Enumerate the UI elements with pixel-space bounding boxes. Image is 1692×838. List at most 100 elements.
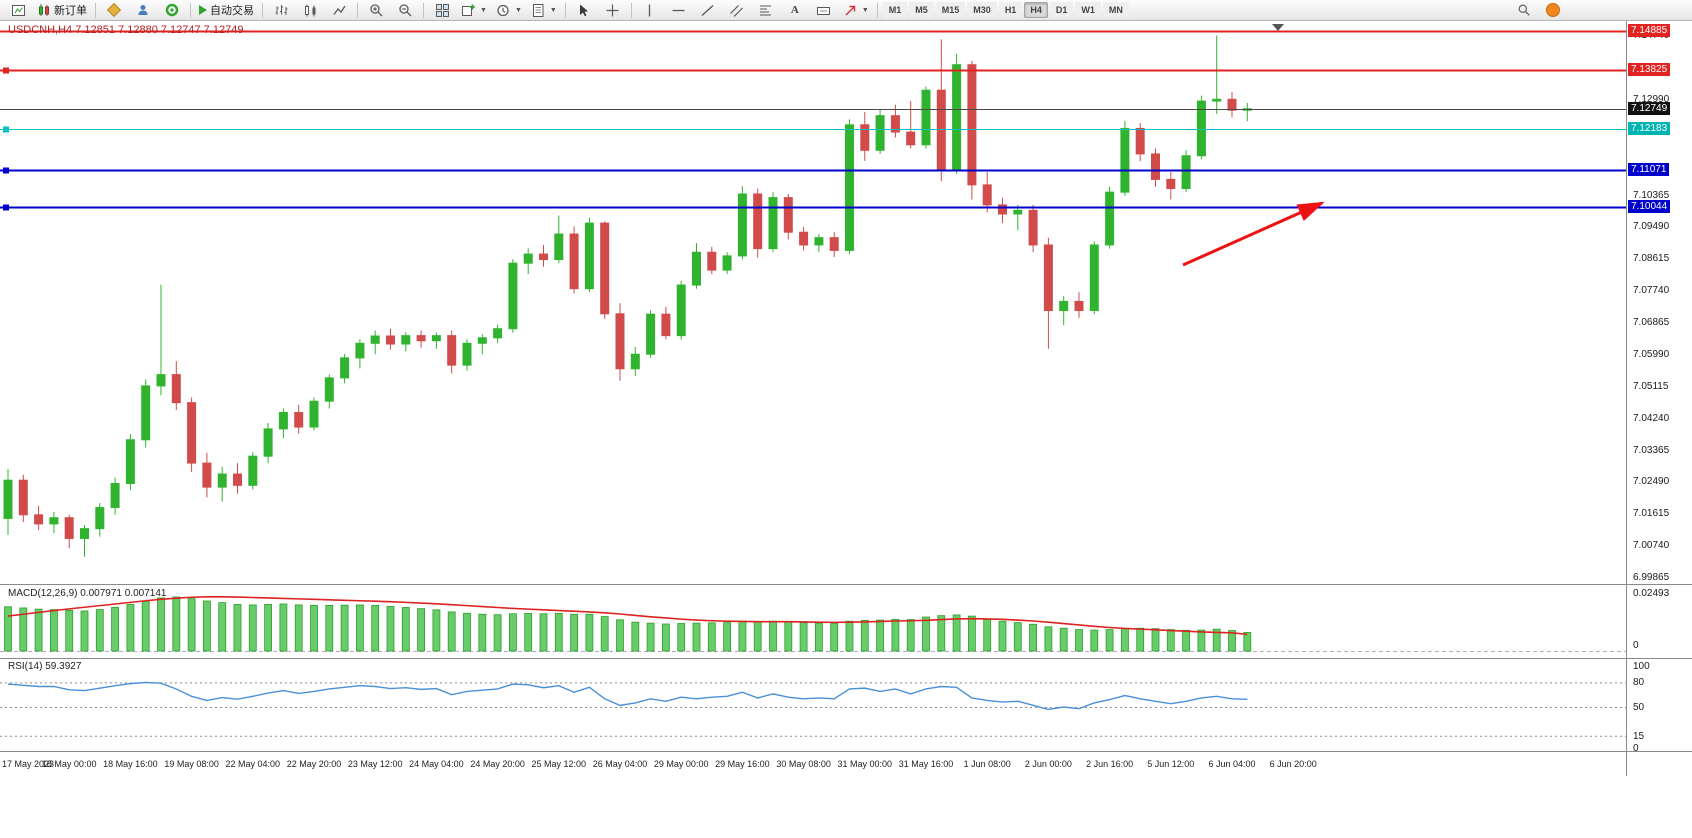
candle-body: [80, 528, 89, 539]
candle-body: [462, 342, 472, 366]
candle-body: [1135, 127, 1145, 155]
candle-body: [554, 233, 564, 261]
candle-body: [64, 517, 74, 539]
candle-body: [875, 115, 885, 151]
candle-body: [1196, 100, 1206, 157]
support-icon[interactable]: [158, 0, 186, 20]
candle-body: [615, 313, 625, 370]
timeframe-M5-button[interactable]: M5: [909, 2, 934, 18]
indicator-axis-label: 50: [1633, 702, 1645, 713]
price-line-label: 7.12183: [1628, 122, 1671, 136]
time-label: 31 May 16:00: [898, 759, 954, 769]
rsi-panel[interactable]: [0, 659, 1626, 751]
candle-body: [661, 313, 671, 337]
zoom-in-button[interactable]: [362, 0, 390, 20]
candle-body: [676, 284, 686, 337]
timeframe-M30-button[interactable]: M30: [967, 2, 997, 18]
profile-icon[interactable]: [129, 0, 157, 20]
time-axis[interactable]: 17 May 2023 18 May 00:00 18 May 16:00 19 Ma…: [0, 752, 1626, 776]
timeframe-M15-button[interactable]: M15: [935, 2, 966, 18]
candle-body: [34, 514, 44, 525]
time-label: 2 Jun 16:00: [1086, 759, 1134, 769]
main-chart[interactable]: [0, 21, 1626, 584]
auto-trading-button[interactable]: 自动交易: [195, 1, 258, 19]
time-label: 1 Jun 08:00: [963, 759, 1011, 769]
trendline-button[interactable]: [694, 0, 722, 20]
zoom-out-button[interactable]: [391, 0, 419, 20]
chart-window-icon[interactable]: [4, 0, 32, 20]
new-chart-button[interactable]: ▼: [457, 0, 491, 20]
candle-body: [722, 255, 732, 271]
text-button[interactable]: A: [790, 4, 799, 16]
candle-body: [921, 89, 931, 146]
candle-body: [890, 115, 900, 133]
candle-body: [539, 253, 548, 261]
channel-button[interactable]: [723, 0, 751, 20]
crosshair-button[interactable]: [599, 0, 627, 20]
template-button[interactable]: ▼: [527, 0, 561, 20]
timeframe-H1-button[interactable]: H1: [998, 2, 1023, 18]
candle-body: [982, 184, 992, 206]
toolbar-separator: [357, 2, 358, 18]
candle-body: [584, 222, 594, 290]
panel-separator[interactable]: [0, 658, 1692, 659]
chevron-down-icon: ▼: [861, 6, 869, 14]
macd-signal-value: 0.007141: [124, 588, 167, 599]
arrow-annotation[interactable]: [1182, 201, 1325, 267]
line-handle[interactable]: [3, 126, 9, 133]
timeframe-W1-button[interactable]: W1: [1075, 2, 1101, 18]
candle-body: [156, 374, 166, 387]
timeframe-MN-button[interactable]: MN: [1102, 2, 1129, 18]
line-handle[interactable]: [3, 67, 9, 74]
candle-body: [217, 473, 227, 488]
candle-body: [110, 482, 120, 509]
line-chart-button[interactable]: [325, 0, 353, 20]
time-label: 24 May 04:00: [409, 759, 464, 769]
macd-histogram: [4, 596, 1252, 652]
panel-separator[interactable]: [0, 584, 1692, 585]
candlestick-button[interactable]: [296, 0, 324, 20]
new-order-button[interactable]: 新订单: [33, 1, 91, 19]
notification-icon[interactable]: [1539, 0, 1567, 20]
chevron-down-icon: ▼: [549, 6, 557, 14]
line-handle[interactable]: [3, 204, 9, 211]
line-handle[interactable]: [3, 167, 9, 174]
price-tick: 6.99865: [1633, 571, 1670, 583]
cursor-button[interactable]: [570, 0, 598, 20]
timeframe-H4-button[interactable]: H4: [1024, 2, 1048, 18]
price-tick: 7.12990: [1633, 94, 1670, 106]
time-label: 30 May 08:00: [776, 759, 831, 769]
panel-separator: [0, 751, 1692, 752]
candle-body: [171, 374, 181, 404]
price-tick: 7.10365: [1633, 189, 1670, 201]
search-icon[interactable]: [1510, 0, 1538, 20]
candle-body: [294, 411, 304, 428]
bar-chart-button[interactable]: [267, 0, 295, 20]
candle-body: [1089, 244, 1099, 312]
price-axis-separator: [1626, 21, 1627, 776]
candle-body: [936, 89, 946, 171]
chart-shift-marker[interactable]: [1272, 24, 1284, 31]
toolbar-separator: [423, 2, 424, 18]
candle-body: [646, 313, 656, 355]
period-button[interactable]: ▼: [492, 0, 526, 20]
label-button[interactable]: [810, 0, 838, 20]
vertical-line-button[interactable]: [636, 0, 664, 20]
candle-body: [386, 335, 395, 345]
macd-panel[interactable]: [0, 585, 1626, 658]
fibonacci-button[interactable]: [752, 0, 780, 20]
candle-body: [860, 124, 870, 151]
timeframe-D1-button[interactable]: D1: [1049, 2, 1074, 18]
candle-body: [768, 197, 778, 250]
candle-body: [18, 479, 28, 516]
tile-windows-button[interactable]: [428, 0, 456, 20]
indicator-axis-label: 0.02493: [1633, 588, 1670, 599]
candle-body: [737, 193, 747, 257]
timeframe-M1-button[interactable]: M1: [882, 2, 908, 18]
diamond-icon[interactable]: [100, 0, 128, 20]
arrows-button[interactable]: ▼: [839, 0, 873, 20]
indicator-axis-label: 100: [1633, 661, 1650, 672]
price-tick: 7.02490: [1633, 476, 1670, 488]
time-label: 22 May 20:00: [286, 759, 342, 769]
horizontal-line-button[interactable]: [665, 0, 693, 20]
